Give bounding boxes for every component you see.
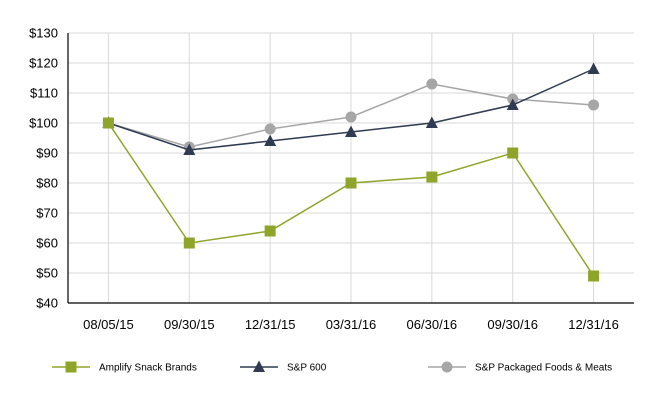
x-tick-label: 09/30/15	[164, 317, 215, 332]
data-point-amplify-snack-brands	[102, 117, 114, 129]
y-tick-label: $130	[29, 26, 58, 41]
legend-label: S&P Packaged Foods & Meats	[475, 363, 612, 374]
legend-label: Amplify Snack Brands	[99, 363, 197, 374]
data-point-amplify-snack-brands	[426, 171, 438, 183]
x-tick-label: 08/05/15	[83, 317, 134, 332]
data-point-sandp-packaged-foods-and-meats	[426, 78, 438, 90]
legend-label: S&P 600	[287, 363, 327, 374]
data-point-amplify-snack-brands	[588, 270, 600, 282]
data-point-amplify-snack-brands	[183, 237, 195, 249]
legend: Amplify Snack Brands S&P 600 S&P Packaged …	[52, 360, 612, 374]
data-point-sandp-600	[587, 62, 600, 74]
data-point-amplify-snack-brands	[507, 147, 519, 159]
y-axis-tick-labels: $40 $50 $60 $70 $80 $90 $100 $110 $120 $130	[29, 26, 58, 311]
data-point-sandp-600	[264, 134, 277, 146]
y-tick-label: $80	[36, 176, 58, 191]
data-point-amplify-snack-brands	[264, 225, 276, 237]
x-tick-label: 09/30/16	[487, 317, 538, 332]
grid-lines	[68, 32, 634, 303]
data-point-sandp-600	[345, 125, 357, 137]
data-point-sandp-packaged-foods-and-meats	[264, 123, 276, 135]
series-amplify-snack-brands	[102, 117, 600, 282]
y-tick-label: $40	[36, 296, 58, 311]
y-tick-label: $90	[36, 146, 58, 161]
y-tick-label: $50	[36, 266, 58, 281]
x-tick-label: 12/31/16	[568, 317, 619, 332]
data-point-sandp-600	[183, 143, 196, 155]
data-point-sandp-packaged-foods-and-meats	[588, 99, 600, 111]
y-tick-label: $120	[29, 56, 58, 71]
data-point-sandp-600	[506, 98, 519, 110]
x-tick-label: 03/31/16	[326, 317, 377, 332]
y-tick-label: $70	[36, 206, 58, 221]
y-tick-label: $100	[29, 116, 58, 131]
data-point-amplify-snack-brands	[345, 177, 357, 189]
legend-marker	[253, 360, 265, 372]
axes	[67, 33, 634, 304]
x-tick-label: 12/31/15	[245, 317, 296, 332]
series-group	[102, 62, 600, 282]
data-point-sandp-packaged-foods-and-meats	[345, 111, 357, 123]
legend-item-sandp-600: S&P 600	[240, 360, 327, 374]
y-tick-label: $60	[36, 236, 58, 251]
y-tick-label: $110	[30, 86, 58, 101]
legend-marker	[65, 361, 77, 373]
x-axis-tick-labels: 08/05/15 09/30/15 12/31/15 03/31/16 06/30/16…	[83, 317, 619, 332]
data-point-sandp-600	[425, 116, 438, 128]
x-tick-label: 06/30/16	[407, 317, 458, 332]
legend-item-sandp-packaged-foods-and-meats: S&P Packaged Foods & Meats	[428, 361, 612, 374]
legend-item-amplify-snack-brands: Amplify Snack Brands	[52, 361, 197, 374]
legend-marker	[441, 361, 453, 373]
